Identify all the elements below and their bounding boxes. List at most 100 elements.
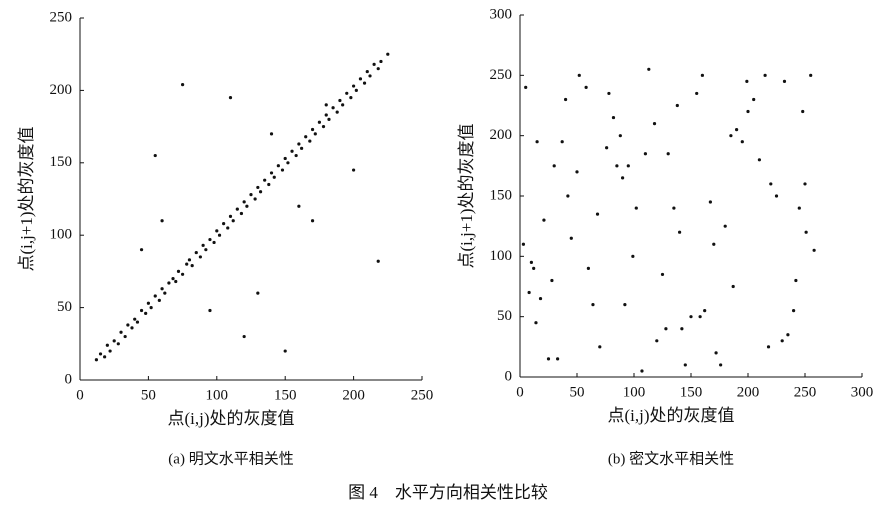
- point: [577, 73, 581, 77]
- point: [678, 230, 682, 234]
- x-tick-label: 50: [570, 384, 585, 400]
- point: [774, 194, 779, 198]
- point: [116, 342, 120, 346]
- point: [792, 309, 796, 313]
- point: [598, 345, 602, 349]
- point: [153, 153, 157, 158]
- point: [146, 301, 150, 305]
- y-axis-label: 点(i,j+1)处的灰度值: [17, 126, 36, 271]
- point: [242, 200, 246, 204]
- point: [352, 168, 356, 172]
- point: [269, 171, 274, 175]
- y-tick-label: 300: [490, 6, 513, 22]
- point: [769, 182, 773, 186]
- point: [300, 146, 304, 150]
- point: [185, 262, 189, 266]
- point: [174, 279, 178, 284]
- y-tick-label: 0: [65, 371, 73, 387]
- point: [698, 315, 702, 319]
- point: [786, 333, 790, 337]
- point: [149, 306, 153, 310]
- point: [98, 352, 103, 356]
- y-tick-label: 100: [50, 227, 73, 243]
- point: [623, 303, 627, 307]
- point: [675, 103, 679, 108]
- point: [757, 158, 762, 162]
- point: [157, 298, 161, 302]
- point: [358, 77, 363, 81]
- point: [249, 193, 253, 197]
- point: [228, 214, 233, 218]
- point: [664, 327, 668, 331]
- point: [144, 311, 148, 315]
- point: [731, 284, 735, 289]
- point: [723, 224, 727, 228]
- point: [809, 73, 813, 77]
- point: [190, 264, 194, 268]
- point: [683, 363, 687, 367]
- x-tick-label: 0: [76, 387, 84, 403]
- point: [239, 211, 244, 216]
- point: [376, 259, 380, 263]
- point: [534, 321, 538, 325]
- point: [529, 260, 534, 264]
- point: [368, 74, 372, 78]
- point: [130, 326, 134, 330]
- point: [615, 164, 619, 168]
- point: [280, 168, 285, 172]
- point: [317, 120, 321, 124]
- point: [304, 135, 308, 139]
- point: [712, 242, 716, 246]
- point: [108, 349, 112, 353]
- x-tick-label: 0: [516, 384, 524, 400]
- y-tick-label: 50: [57, 299, 72, 315]
- point: [643, 152, 648, 156]
- point: [324, 103, 328, 107]
- point: [245, 204, 249, 208]
- x-tick-label: 150: [274, 387, 297, 403]
- y-tick-label: 250: [50, 9, 73, 25]
- point: [181, 83, 185, 87]
- point: [542, 218, 546, 222]
- point: [231, 219, 235, 223]
- point: [324, 113, 328, 117]
- point: [126, 323, 130, 327]
- point: [535, 140, 539, 144]
- x-tick-label: 300: [851, 384, 874, 400]
- subplot-caption: (b) 密文水平相关性: [608, 450, 734, 467]
- x-tick-label: 200: [737, 384, 760, 400]
- point: [112, 339, 116, 343]
- figure-caption: 图 4 水平方向相关性比较: [348, 483, 548, 502]
- y-tick-label: 200: [50, 82, 73, 98]
- point: [584, 85, 588, 89]
- x-axis-label: 点(i,j)处的灰度值: [167, 409, 294, 428]
- y-tick-label: 250: [490, 67, 513, 83]
- point: [740, 140, 744, 144]
- point: [217, 233, 222, 237]
- point: [621, 176, 625, 180]
- point: [546, 357, 551, 361]
- subplot-caption: (a) 明文水平相关性: [168, 450, 293, 467]
- point: [269, 132, 274, 136]
- point: [804, 230, 808, 234]
- point: [228, 96, 233, 100]
- point: [607, 91, 611, 96]
- point: [276, 164, 280, 168]
- point: [208, 308, 212, 313]
- point: [133, 317, 137, 321]
- point: [215, 229, 219, 233]
- point: [524, 85, 528, 89]
- point: [714, 351, 718, 355]
- y-tick-label: 150: [50, 154, 73, 170]
- point: [349, 96, 353, 100]
- point: [283, 349, 287, 353]
- point: [176, 269, 181, 273]
- point: [640, 369, 644, 373]
- point: [372, 62, 376, 66]
- x-tick-label: 50: [141, 387, 156, 403]
- point: [801, 109, 805, 114]
- point: [376, 67, 380, 71]
- point: [181, 272, 185, 276]
- point: [647, 67, 651, 71]
